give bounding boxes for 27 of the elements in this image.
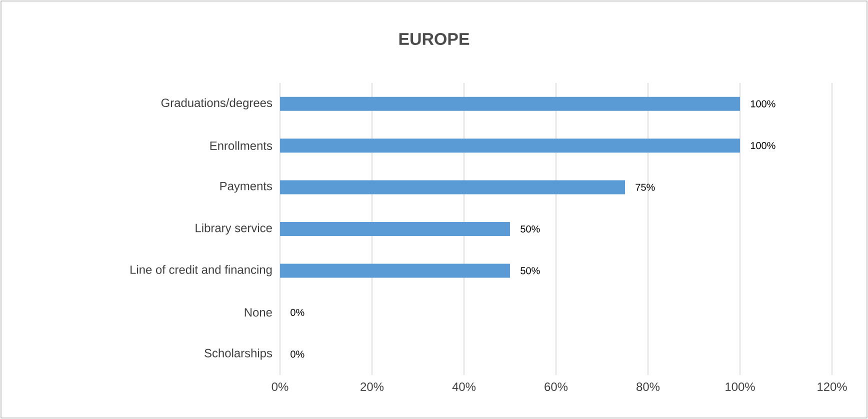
y-tick-label: Graduations/degrees [161, 98, 272, 110]
y-tick-label: None [244, 308, 272, 317]
bar [280, 264, 510, 278]
x-tick-label: 40% [452, 382, 476, 391]
x-tick-label: 100% [726, 382, 755, 391]
data-label: 100% [750, 100, 776, 108]
x-tick-label: 80% [636, 382, 660, 391]
data-label: 50% [520, 225, 540, 233]
bar [280, 138, 740, 153]
data-label: 75% [636, 184, 655, 191]
data-label: 50% [520, 267, 540, 274]
x-tick-label: 20% [360, 382, 384, 391]
y-tick-label: Library service [196, 223, 272, 235]
bar [280, 180, 626, 194]
x-tick-label: 120% [818, 382, 847, 391]
y-tick-label: Payments [220, 182, 272, 193]
bar [280, 222, 510, 236]
y-tick-label: Line of credit and financing [130, 265, 272, 276]
x-tick-label: 0% [272, 382, 288, 391]
chart-title: EUROPE [399, 32, 470, 45]
bar [280, 96, 740, 111]
data-label: 100% [750, 142, 776, 150]
data-label: 0% [290, 350, 304, 358]
x-tick-label: 60% [544, 382, 568, 391]
data-label: 0% [290, 308, 304, 316]
y-tick-label: Scholarships [204, 348, 272, 360]
y-tick-label: Enrollments [210, 141, 272, 150]
